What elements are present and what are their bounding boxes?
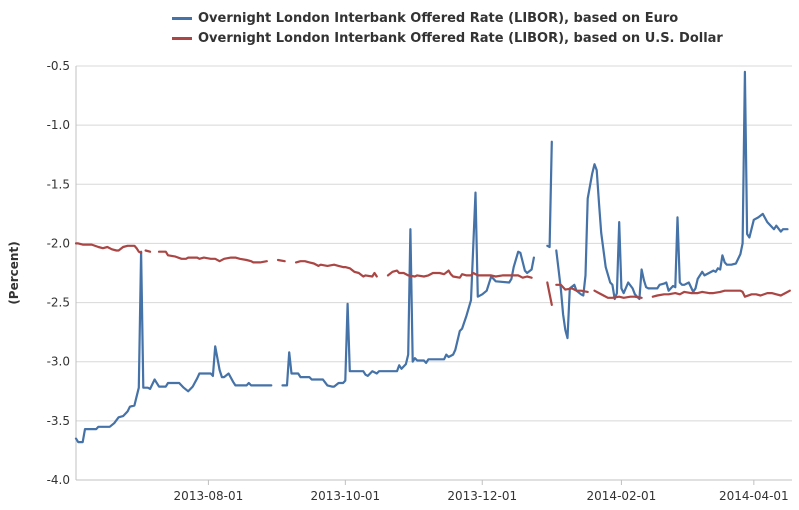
y-tick-label: -3.0	[47, 355, 70, 369]
series-line-euro	[281, 191, 536, 388]
series-line-usd	[144, 249, 152, 253]
series-line-euro	[555, 70, 789, 340]
series-lines	[74, 70, 791, 444]
series-line-usd	[74, 242, 143, 254]
x-tick-label: 2013-10-01	[310, 489, 380, 503]
series-line-usd	[157, 250, 268, 264]
x-tick-label: 2014-02-01	[587, 489, 657, 503]
series-line-usd	[555, 283, 589, 293]
y-tick-label: -2.5	[47, 296, 70, 310]
y-tick-label: -1.5	[47, 177, 70, 191]
legend: Overnight London Interbank Offered Rate …	[172, 8, 723, 48]
x-tick-label: 2013-08-01	[174, 489, 244, 503]
legend-item-euro[interactable]: Overnight London Interbank Offered Rate …	[172, 8, 723, 28]
y-tick-label: -3.5	[47, 414, 70, 428]
series-line-euro	[546, 140, 553, 249]
series-line-usd	[294, 260, 378, 278]
axes: -0.5 -1.0 -1.5 -2.0 -2.5 -3.0 -3.5 -4.0 2013-08-…	[47, 59, 792, 503]
y-tick-label: -4.0	[47, 473, 70, 487]
x-tick-label: 2014-04-01	[719, 489, 789, 503]
legend-swatch-euro	[172, 16, 192, 20]
legend-item-usd[interactable]: Overnight London Interbank Offered Rate …	[172, 28, 723, 48]
series-line-usd	[546, 281, 553, 306]
series-line-usd	[386, 269, 533, 279]
series-line-usd	[276, 258, 286, 263]
series-line-euro	[74, 250, 273, 444]
y-tick-label: -0.5	[47, 59, 70, 73]
legend-swatch-usd	[172, 36, 192, 40]
y-tick-label: -2.0	[47, 236, 70, 250]
series-line-usd	[593, 289, 643, 299]
legend-label-usd: Overnight London Interbank Offered Rate …	[198, 30, 723, 46]
legend-label-euro: Overnight London Interbank Offered Rate …	[198, 10, 679, 26]
y-tick-label: -1.0	[47, 118, 70, 132]
series-line-usd	[651, 289, 791, 298]
y-axis-title: (Percent)	[7, 241, 21, 304]
x-tick-label: 2013-12-01	[447, 489, 517, 503]
